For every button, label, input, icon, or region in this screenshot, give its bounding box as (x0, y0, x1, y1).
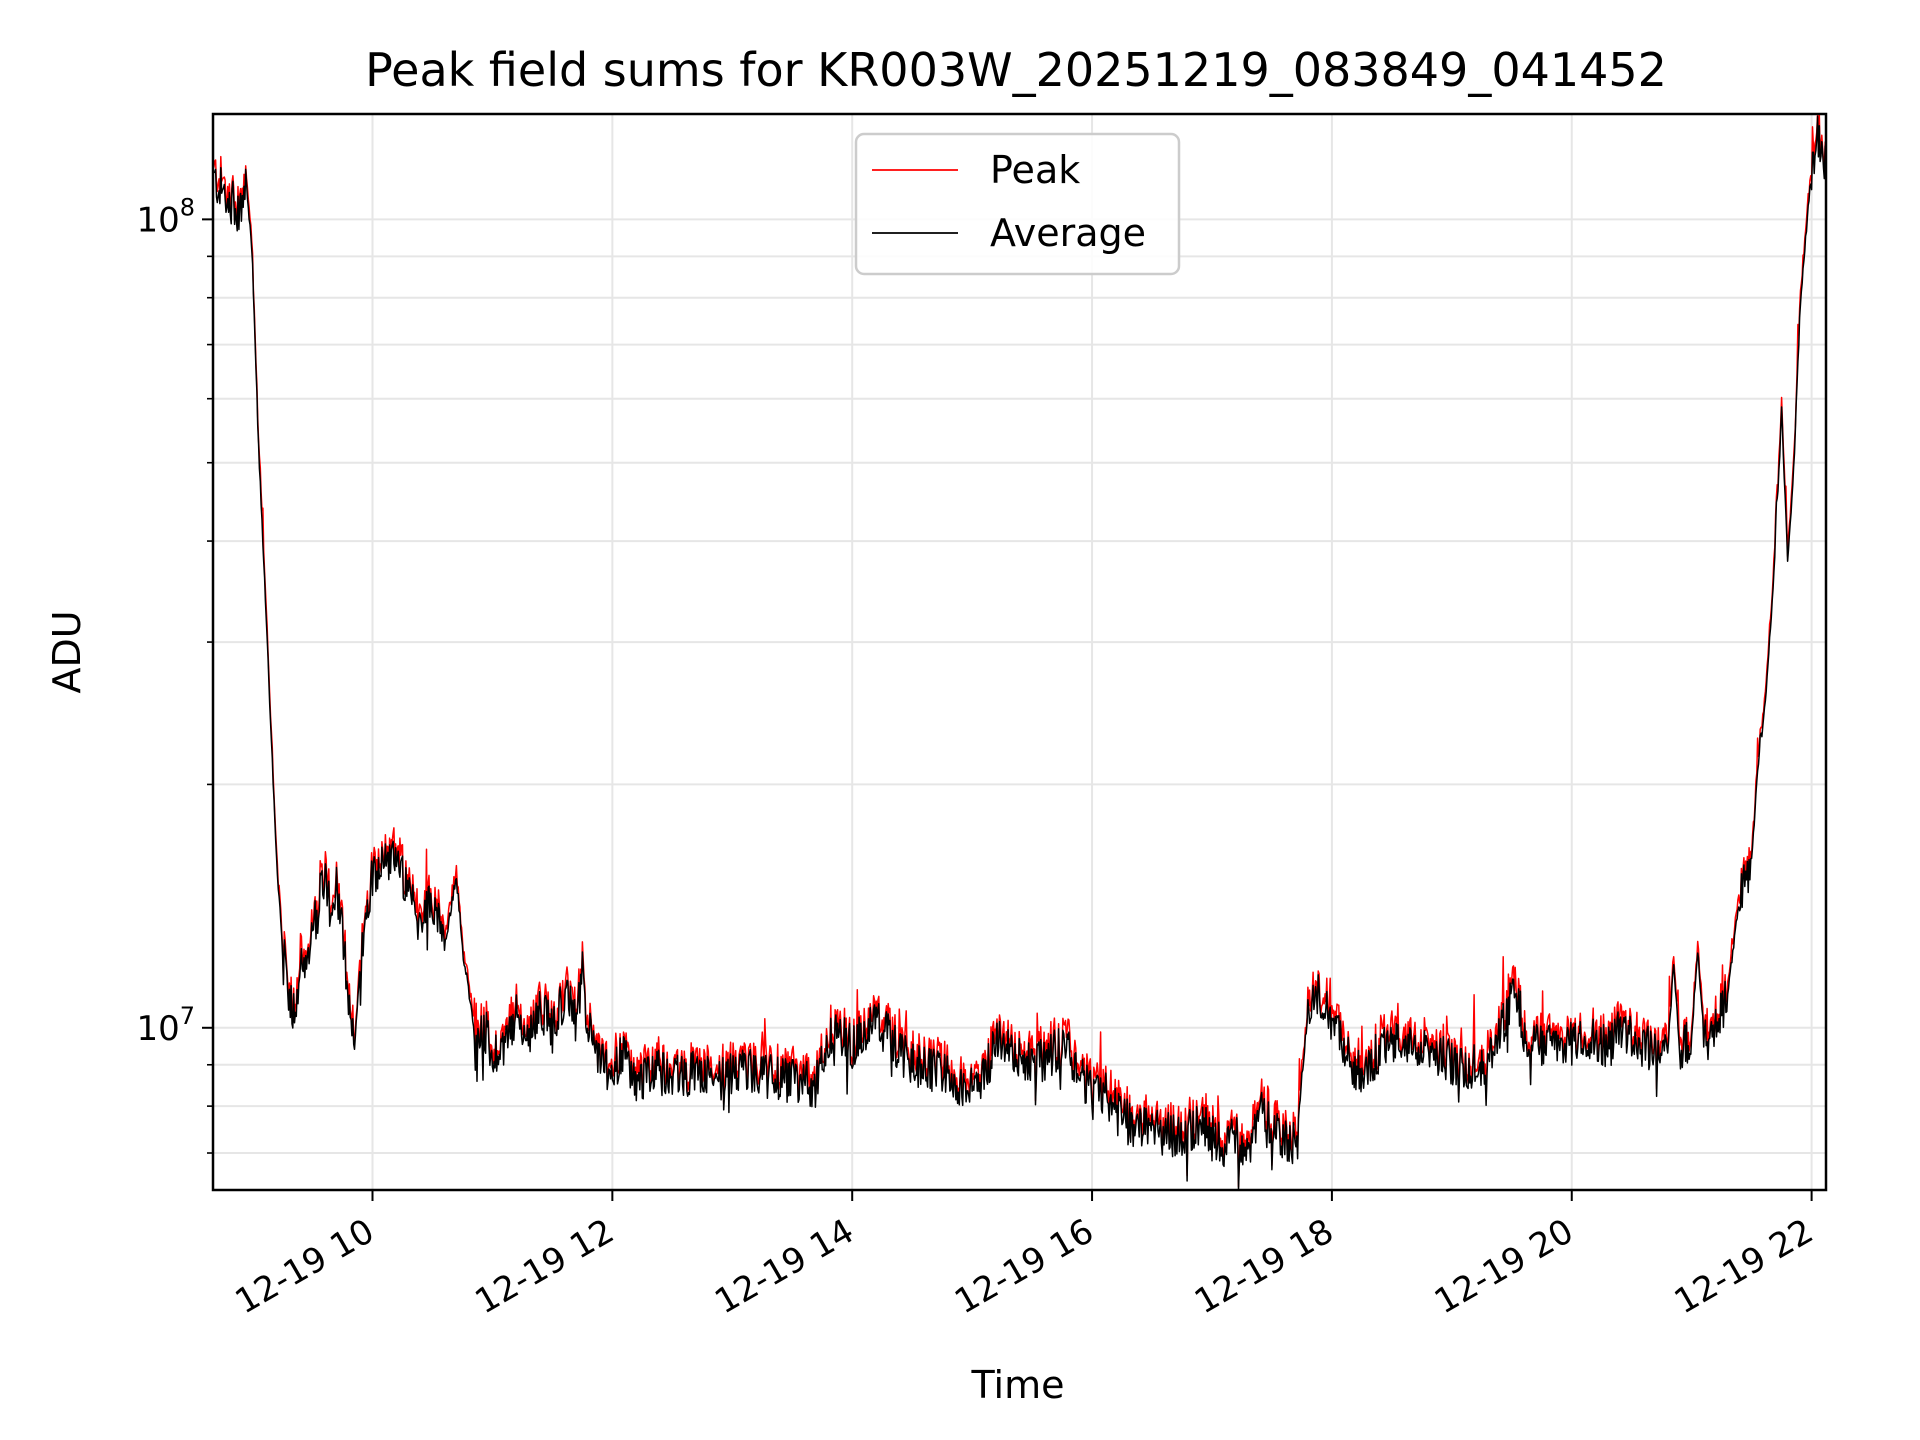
plot-frame (211, 112, 1828, 1192)
chart-title: Peak field sums for KR003W_20251219_0838… (365, 43, 1667, 97)
series-layer (212, 113, 1827, 1191)
grid-layer (213, 114, 1826, 1190)
y-tick-label: 108 (136, 193, 195, 240)
legend-label-peak: Peak (990, 148, 1080, 192)
legend-label-average: Average (990, 211, 1146, 255)
legend-box (854, 132, 1181, 276)
x-axis-label: Time (971, 1363, 1065, 1407)
y-tick-label: 107 (136, 1002, 195, 1049)
y-axis-label: ADU (45, 610, 89, 693)
series-line-average (212, 115, 1827, 1191)
legend: Peak Average (854, 132, 1181, 276)
